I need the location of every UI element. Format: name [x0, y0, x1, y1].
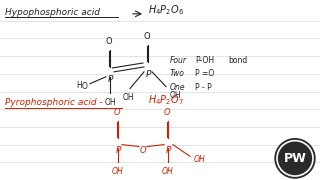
Text: O: O — [106, 37, 112, 46]
Text: $H_4P_2O_6$: $H_4P_2O_6$ — [148, 3, 184, 17]
Text: O: O — [164, 108, 170, 117]
Text: P: P — [165, 146, 171, 155]
Text: OH: OH — [162, 167, 174, 176]
Text: Two: Two — [170, 69, 185, 78]
Text: bond: bond — [228, 56, 247, 65]
Text: P - P: P - P — [195, 83, 212, 92]
Text: Pyrophosphoric acid -: Pyrophosphoric acid - — [5, 98, 103, 107]
Text: PW: PW — [284, 152, 307, 165]
Text: O: O — [140, 146, 146, 155]
Text: $H_4P_2O_7$: $H_4P_2O_7$ — [148, 93, 184, 107]
Text: O: O — [144, 32, 150, 41]
Text: O: O — [114, 108, 120, 117]
Text: OH: OH — [112, 167, 124, 176]
Text: O: O — [82, 82, 88, 91]
Text: Four: Four — [170, 56, 187, 65]
Text: One: One — [170, 83, 186, 92]
Text: OH: OH — [104, 98, 116, 107]
Text: P-OH: P-OH — [195, 56, 214, 65]
Text: OH: OH — [122, 93, 134, 102]
Text: P: P — [107, 75, 113, 84]
Text: OH: OH — [194, 155, 206, 164]
Circle shape — [275, 139, 315, 178]
Text: P: P — [145, 70, 151, 79]
Text: OH: OH — [170, 91, 182, 100]
Text: Hypophosphoric acid: Hypophosphoric acid — [5, 8, 100, 17]
Text: P: P — [115, 146, 121, 155]
Text: P =O: P =O — [195, 69, 214, 78]
Text: H: H — [76, 81, 82, 90]
